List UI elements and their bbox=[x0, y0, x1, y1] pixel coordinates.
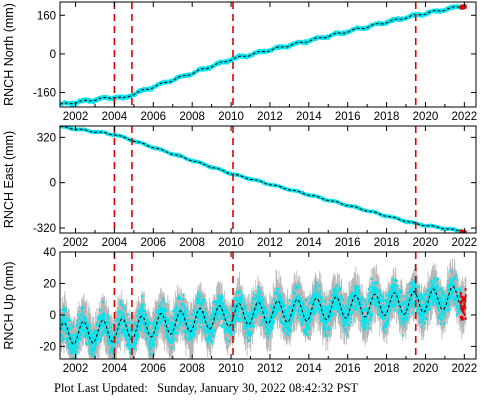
xtick-label-east-2016: 2016 bbox=[335, 237, 361, 249]
xtick-label-north-2014: 2014 bbox=[296, 111, 322, 123]
frame-up bbox=[59, 251, 477, 360]
footer-label: Plot Last Updated: bbox=[54, 381, 148, 395]
panel-north: 2002 2004 2006 2008 2010 2012 2014 2016 2018 2020… bbox=[2, 1, 478, 123]
xtick-label-north-2022: 2022 bbox=[452, 111, 478, 123]
xtick-label-north-2008: 2008 bbox=[179, 111, 205, 123]
xtick-label-north-2018: 2018 bbox=[374, 111, 400, 123]
xtick-label-up-2014: 2014 bbox=[296, 363, 322, 375]
xtick-label-up-2018: 2018 bbox=[374, 363, 400, 375]
xtick-label-up-2010: 2010 bbox=[218, 363, 244, 375]
recent-points-north bbox=[459, 4, 467, 10]
xtick-label-up-2004: 2004 bbox=[102, 363, 128, 375]
xtick-label-up-2012: 2012 bbox=[257, 363, 283, 375]
ytick-label-east--320: -320 bbox=[33, 223, 56, 235]
ytick-label-up-0: 0 bbox=[50, 310, 56, 322]
ytick-label-east-320: 320 bbox=[37, 132, 56, 144]
ytick-label-up-20: 20 bbox=[43, 278, 56, 290]
xtick-label-east-2018: 2018 bbox=[374, 237, 400, 249]
data-layer-north bbox=[60, 4, 467, 107]
xtick-label-east-2014: 2014 bbox=[296, 237, 322, 249]
panel-east: 2002 2004 2006 2008 2010 2012 2014 2016 2018 2020… bbox=[2, 125, 478, 249]
xtick-label-north-2004: 2004 bbox=[102, 111, 128, 123]
xtick-label-up-2016: 2016 bbox=[335, 363, 361, 375]
xtick-label-east-2010: 2010 bbox=[218, 237, 244, 249]
xtick-label-up-2002: 2002 bbox=[63, 363, 89, 375]
xtick-label-up-2008: 2008 bbox=[179, 363, 205, 375]
xtick-label-east-2022: 2022 bbox=[452, 237, 478, 249]
ytick-label-north--160: -160 bbox=[33, 88, 56, 100]
xtick-label-up-2020: 2020 bbox=[413, 363, 439, 375]
footer-timestamp: Sunday, January 30, 2022 08:42:32 PST bbox=[157, 381, 359, 395]
xtick-label-east-2012: 2012 bbox=[257, 237, 283, 249]
trend-line-north bbox=[60, 5, 467, 105]
ytick-label-up-40: 40 bbox=[43, 247, 56, 259]
ylabel-north: RNCH North (mm) bbox=[2, 3, 16, 106]
xtick-label-up-2006: 2006 bbox=[141, 363, 167, 375]
xtick-label-north-2002: 2002 bbox=[63, 111, 89, 123]
xtick-label-north-2012: 2012 bbox=[257, 111, 283, 123]
frame-north bbox=[59, 1, 477, 108]
ytick-label-east-0: 0 bbox=[50, 178, 56, 190]
xtick-label-east-2006: 2006 bbox=[141, 237, 167, 249]
ytick-label-north-160: 160 bbox=[37, 10, 56, 22]
ylabel-east: RNCH East (mm) bbox=[2, 131, 16, 228]
xtick-label-north-2010: 2010 bbox=[218, 111, 244, 123]
xtick-label-up-2022: 2022 bbox=[452, 363, 478, 375]
data-points-north bbox=[60, 4, 462, 107]
data-layer-up bbox=[60, 258, 467, 359]
xtick-label-north-2016: 2016 bbox=[335, 111, 361, 123]
xtick-label-east-2020: 2020 bbox=[413, 237, 439, 249]
xtick-label-north-2020: 2020 bbox=[413, 111, 439, 123]
xtick-label-east-2008: 2008 bbox=[179, 237, 205, 249]
trend-line-east bbox=[60, 126, 467, 233]
footer: Plot Last Updated: Sunday, January 30, 2… bbox=[54, 381, 358, 396]
frame-east bbox=[59, 125, 477, 234]
trend-line-up bbox=[60, 286, 467, 345]
recent-points-east bbox=[459, 229, 467, 233]
xtick-label-east-2002: 2002 bbox=[63, 237, 89, 249]
data-points-east bbox=[60, 126, 462, 233]
ytick-label-up--20: -20 bbox=[39, 341, 56, 353]
xtick-label-east-2004: 2004 bbox=[102, 237, 128, 249]
recent-points-up bbox=[459, 288, 467, 321]
panel-up: 2002 2004 2006 2008 2010 2012 2014 2016 2018 2020… bbox=[2, 247, 477, 375]
data-layer-east bbox=[60, 126, 467, 233]
ylabel-up: RNCH Up (mm) bbox=[2, 261, 16, 349]
ytick-label-north-0: 0 bbox=[50, 49, 56, 61]
xtick-label-north-2006: 2006 bbox=[141, 111, 167, 123]
